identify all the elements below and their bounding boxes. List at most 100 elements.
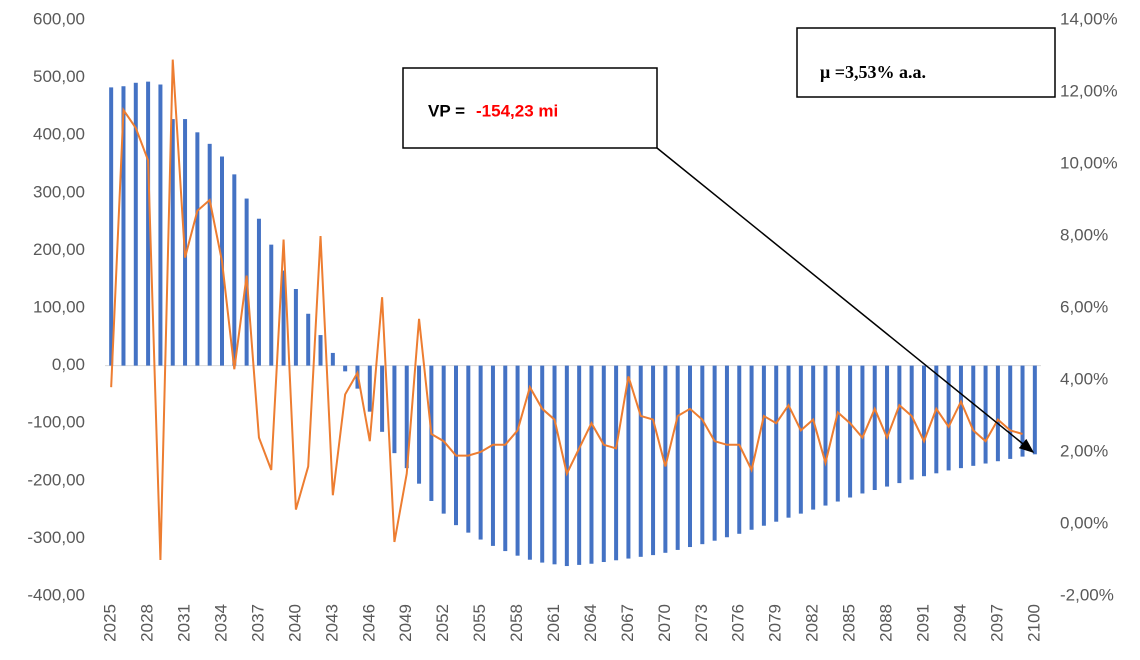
bar [786, 365, 791, 518]
bar [1008, 365, 1013, 459]
mu-box [796, 27, 1056, 98]
vp-label: VP = [428, 101, 465, 120]
bar [958, 365, 963, 469]
x-tick-label: 2028 [138, 604, 157, 642]
y2-tick-label: 2,00% [1060, 441, 1108, 460]
bar [835, 365, 840, 502]
bar [367, 365, 372, 412]
x-tick-label: 2034 [211, 604, 230, 642]
x-tick-label: 2043 [322, 604, 341, 642]
bar [934, 365, 939, 474]
y-tick-label: 300,00 [33, 182, 85, 201]
bar [675, 365, 680, 550]
y2-tick-label: 14,00% [1060, 9, 1118, 28]
bar [971, 365, 976, 466]
bar [614, 365, 619, 561]
bar [170, 119, 175, 366]
bar [318, 335, 323, 366]
x-tick-label: 2058 [507, 604, 526, 642]
y-tick-label: 100,00 [33, 297, 85, 316]
x-tick-label: 2094 [950, 604, 969, 642]
y-tick-label: 500,00 [33, 67, 85, 86]
x-tick-label: 2085 [840, 604, 859, 642]
x-tick-label: 2064 [581, 604, 600, 642]
bar [909, 365, 914, 480]
bar [995, 365, 1000, 462]
bar [577, 365, 582, 565]
bar [798, 365, 803, 514]
x-tick-label: 2076 [729, 604, 748, 642]
bar [109, 87, 114, 366]
y-tick-label: 0,00 [52, 355, 85, 374]
bar [490, 365, 495, 546]
x-tick-label: 2070 [655, 604, 674, 642]
x-tick-label: 2082 [803, 604, 822, 642]
y-tick-label: -100,00 [27, 413, 85, 432]
y-tick-label: -200,00 [27, 470, 85, 489]
x-tick-label: 2091 [913, 604, 932, 642]
bar [195, 132, 200, 366]
bar [343, 365, 348, 372]
bar [417, 365, 422, 484]
x-tick-label: 2055 [470, 604, 489, 642]
y2-tick-label: 0,00% [1060, 513, 1108, 532]
x-tick-label: 2061 [544, 604, 563, 642]
bar [946, 365, 951, 471]
line [110, 59, 1023, 561]
bar [638, 365, 643, 557]
bar [121, 86, 126, 366]
bar [133, 82, 138, 366]
y2-tick-label: 6,00% [1060, 297, 1108, 316]
y2-tick-label: 4,00% [1060, 369, 1108, 388]
bar [540, 365, 545, 563]
x-tick-label: 2100 [1024, 604, 1043, 642]
bar [503, 365, 508, 552]
bar [761, 365, 766, 526]
bar [269, 244, 274, 366]
bar [552, 365, 557, 565]
bar [281, 270, 286, 366]
y2-tick-label: 12,00% [1060, 81, 1118, 100]
bar [207, 143, 212, 366]
bar [700, 365, 705, 545]
bar [1020, 365, 1025, 457]
bar [663, 365, 668, 553]
x-tick-label: 2067 [618, 604, 637, 642]
bar [256, 218, 261, 366]
bar [651, 365, 656, 556]
bar [293, 288, 298, 366]
bar [466, 365, 471, 533]
bar [774, 365, 779, 522]
y-tick-label: -400,00 [27, 585, 85, 604]
bar [380, 365, 385, 432]
bar [872, 365, 877, 491]
x-tick-label: 2052 [433, 604, 452, 642]
bar [404, 365, 409, 469]
bar [626, 365, 631, 559]
bar [454, 365, 458, 526]
bar [811, 365, 816, 510]
x-tick-label: 2025 [101, 604, 120, 642]
bar [306, 313, 311, 366]
x-tick-label: 2088 [877, 604, 896, 642]
vp-value: -154,23 mi [476, 101, 558, 120]
bar [724, 365, 729, 538]
bar [601, 365, 606, 563]
bar [330, 352, 335, 366]
bar [589, 365, 594, 564]
y-tick-label: 600,00 [33, 9, 85, 28]
x-tick-label: 2037 [248, 604, 267, 642]
bar [749, 365, 754, 530]
bar [922, 365, 926, 477]
y2-tick-label: -2,00% [1060, 585, 1114, 604]
bar [158, 84, 163, 366]
bar [515, 365, 520, 556]
bar [712, 365, 717, 541]
bar [232, 174, 237, 366]
bar [527, 365, 532, 560]
mu-label: μ =3,53% a.a. [820, 62, 926, 82]
y-tick-label: 400,00 [33, 125, 85, 144]
y-tick-label: 200,00 [33, 240, 85, 259]
bar [737, 365, 742, 534]
bar [1032, 365, 1037, 455]
